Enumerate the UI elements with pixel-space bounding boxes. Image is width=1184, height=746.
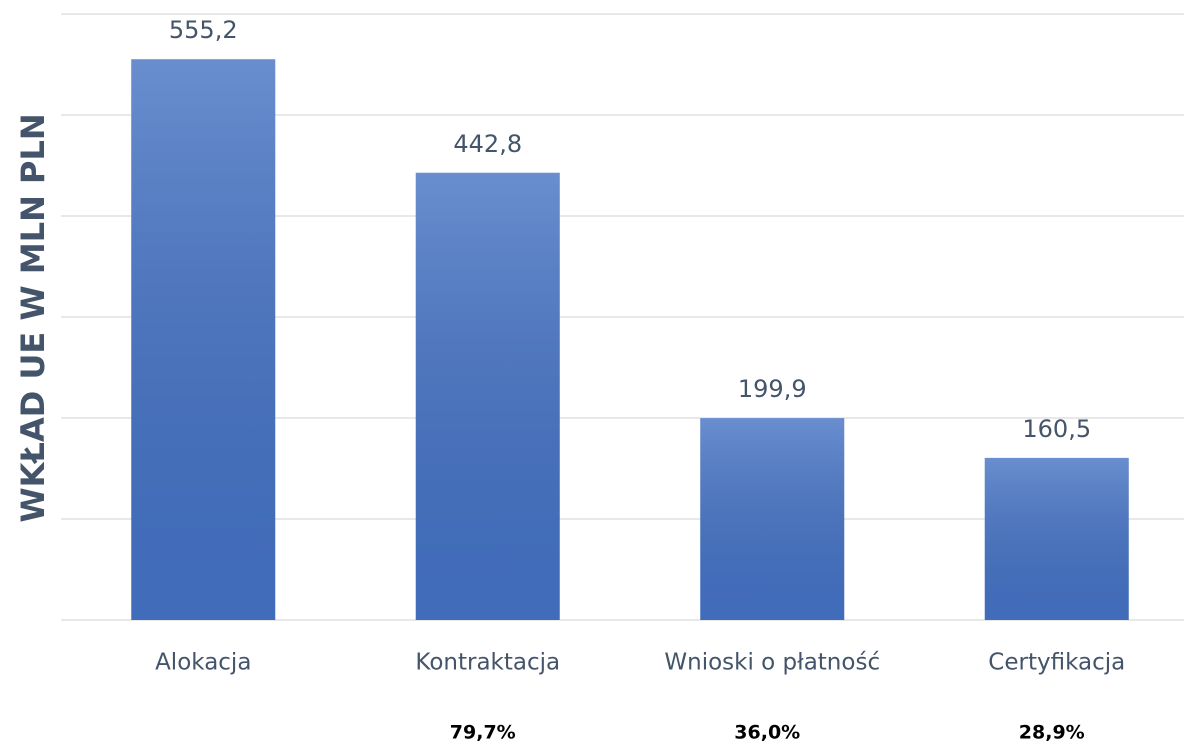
x-tick-label: Kontraktacja [415,650,560,676]
annotation: 36,0% [734,722,800,744]
value-label: 160,5 [1022,415,1091,443]
x-tick-label: Wnioski o płatność [664,650,880,676]
x-tick-label: Certyfikacja [988,650,1125,676]
value-label: 442,8 [453,130,522,158]
x-tick-label: Alokacja [155,650,251,676]
bar [984,457,1129,620]
value-label: 199,9 [738,375,807,403]
bar [131,59,276,621]
value-label: 555,2 [169,16,238,44]
y-axis-label: WKŁAD UE W MLN PLN [14,113,52,522]
bar [415,172,560,620]
bar [700,418,845,620]
annotation: 79,7% [450,722,516,744]
annotation: 28,9% [1019,722,1085,744]
